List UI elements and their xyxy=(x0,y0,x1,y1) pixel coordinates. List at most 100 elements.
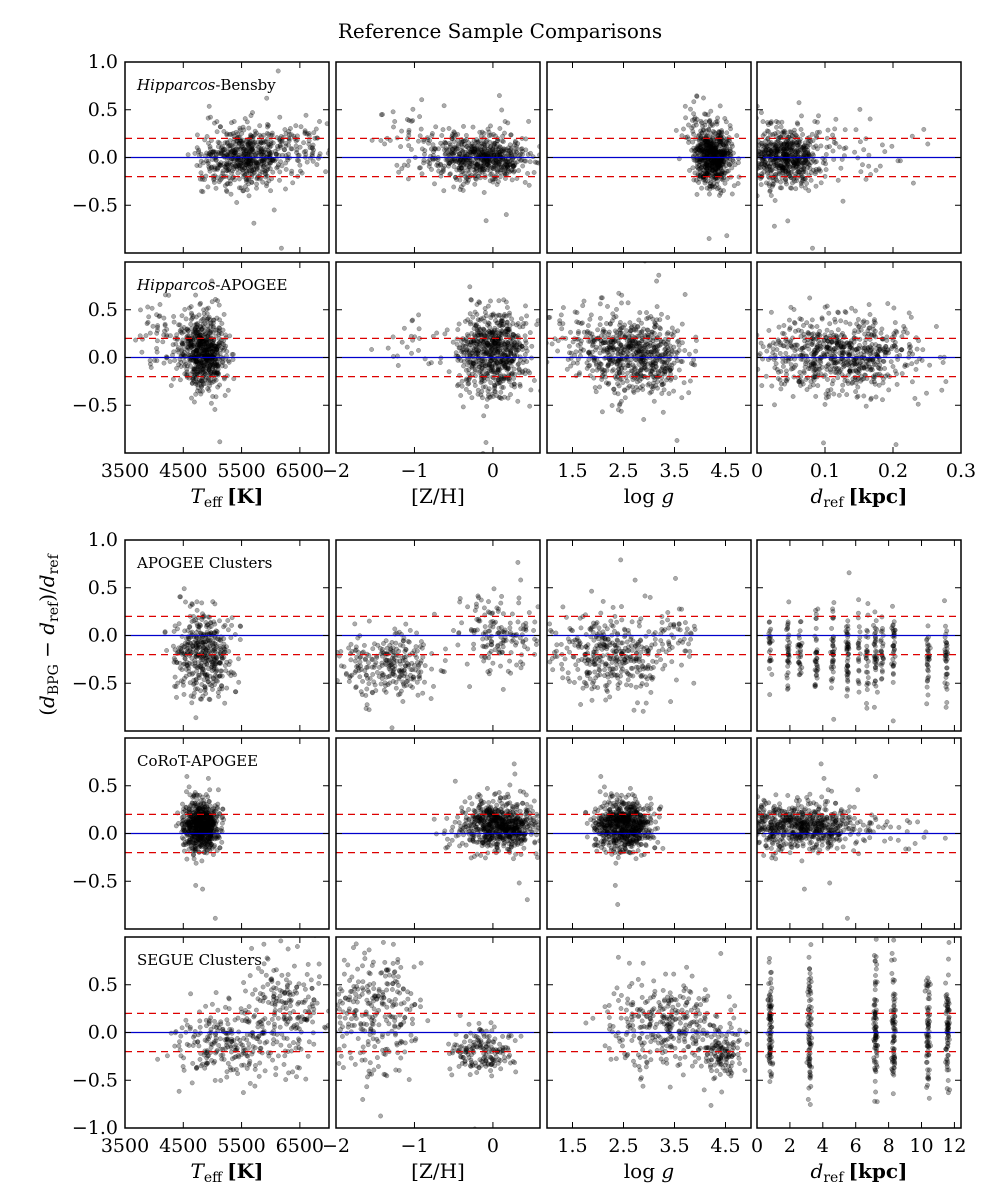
data-point xyxy=(774,161,780,167)
data-point xyxy=(442,140,448,146)
data-point xyxy=(790,141,796,147)
data-point xyxy=(246,193,252,199)
data-point xyxy=(273,152,279,158)
data-point xyxy=(782,149,788,154)
data-point xyxy=(616,371,622,376)
data-point xyxy=(241,150,247,156)
data-point xyxy=(243,162,249,168)
data-point xyxy=(419,146,425,152)
data-point xyxy=(682,348,688,353)
x-tick-label: 2.5 xyxy=(608,460,638,482)
data-point xyxy=(286,138,292,144)
data-point xyxy=(788,136,793,142)
data-point xyxy=(698,142,704,148)
data-point xyxy=(788,147,794,153)
data-point xyxy=(241,151,247,157)
data-point xyxy=(714,119,720,125)
data-point xyxy=(244,187,250,193)
data-point xyxy=(705,141,710,147)
data-point xyxy=(858,169,864,175)
data-point xyxy=(249,146,254,151)
data-point xyxy=(303,152,309,158)
data-point xyxy=(437,360,443,365)
data-point xyxy=(253,143,259,149)
data-point xyxy=(766,147,772,153)
data-point xyxy=(466,163,472,169)
data-point xyxy=(766,140,772,146)
data-point xyxy=(493,162,499,168)
data-point xyxy=(658,338,664,344)
data-point xyxy=(244,119,250,125)
data-point xyxy=(715,168,721,174)
data-point xyxy=(585,328,590,334)
data-point xyxy=(475,391,481,397)
data-point xyxy=(614,361,620,367)
data-point xyxy=(450,159,456,165)
data-point xyxy=(156,314,162,319)
data-point xyxy=(790,140,795,146)
data-point xyxy=(568,329,573,335)
data-point xyxy=(481,190,487,195)
data-point xyxy=(483,218,489,224)
data-point xyxy=(769,167,775,173)
data-point xyxy=(616,383,622,389)
data-point xyxy=(698,159,703,165)
data-point xyxy=(228,131,234,137)
data-point xyxy=(527,159,533,165)
data-point xyxy=(434,330,440,336)
data-point xyxy=(236,163,242,169)
data-point xyxy=(491,166,496,172)
data-point xyxy=(698,165,704,171)
data-point xyxy=(483,363,489,369)
data-point xyxy=(646,381,652,387)
data-point xyxy=(487,178,493,184)
data-point xyxy=(724,145,730,151)
data-point xyxy=(281,147,287,153)
data-point xyxy=(239,167,245,173)
data-point xyxy=(410,118,416,124)
data-point xyxy=(470,345,476,350)
data-point xyxy=(798,147,803,153)
data-point xyxy=(404,117,410,122)
data-point xyxy=(715,162,721,168)
data-point xyxy=(237,163,242,169)
data-point xyxy=(679,395,685,401)
data-point xyxy=(787,129,793,135)
data-point xyxy=(720,138,726,144)
data-point xyxy=(212,165,218,171)
data-point xyxy=(452,149,458,155)
data-point xyxy=(786,145,792,151)
data-point xyxy=(711,148,717,154)
data-point xyxy=(249,167,255,173)
data-point xyxy=(456,159,462,165)
data-point xyxy=(194,163,200,168)
data-point xyxy=(277,137,282,143)
data-point xyxy=(458,165,464,171)
data-point xyxy=(791,130,797,136)
data-point xyxy=(777,185,783,191)
data-point xyxy=(777,140,783,146)
data-point xyxy=(209,164,215,170)
data-point xyxy=(713,143,719,149)
data-point xyxy=(272,158,278,164)
data-point xyxy=(458,147,464,153)
data-point xyxy=(650,357,656,363)
data-point xyxy=(719,161,724,167)
data-point xyxy=(784,141,790,147)
data-point xyxy=(466,145,471,151)
data-point xyxy=(691,145,697,151)
data-point xyxy=(242,165,248,171)
data-point xyxy=(795,148,801,154)
data-point xyxy=(472,160,478,166)
data-point xyxy=(717,103,723,109)
data-point xyxy=(772,131,778,137)
data-point xyxy=(492,160,498,166)
data-point xyxy=(761,158,766,164)
data-point xyxy=(293,123,299,129)
data-point xyxy=(199,360,205,365)
data-point xyxy=(770,182,776,188)
data-point xyxy=(795,142,801,148)
data-point xyxy=(816,166,822,172)
data-point xyxy=(267,144,273,150)
